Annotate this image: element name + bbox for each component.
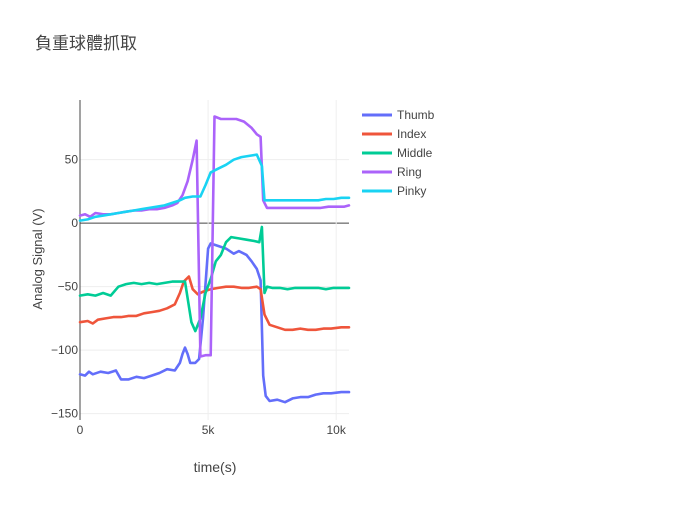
series-line-thumb[interactable] [78, 242, 351, 404]
legend-item-middle[interactable]: Middle [362, 146, 433, 160]
axes: 50 0 −50 −100 −150 0 5k 10k [51, 153, 347, 437]
legend-label: Middle [397, 146, 433, 160]
legend-item-thumb[interactable]: Thumb [362, 108, 435, 122]
series-lines [78, 115, 351, 404]
legend-label: Ring [397, 165, 422, 179]
legend-label: Thumb [397, 108, 435, 122]
legend-item-pinky[interactable]: Pinky [362, 184, 426, 198]
legend: Thumb Index Middle Ring Pinky [362, 108, 435, 198]
legend-label: Pinky [397, 184, 426, 198]
chart-title: 負重球體抓取 [35, 34, 137, 53]
series-line-middle[interactable] [78, 225, 351, 333]
y-tick-label: −50 [58, 280, 79, 294]
y-axis-title: Analog Signal (V) [30, 208, 45, 309]
legend-label: Index [397, 127, 426, 141]
y-tick-label: 0 [71, 216, 78, 230]
series-line-pinky[interactable] [78, 153, 351, 222]
y-tick-label: 50 [65, 153, 79, 167]
legend-item-ring[interactable]: Ring [362, 165, 422, 179]
legend-item-index[interactable]: Index [362, 127, 426, 141]
x-axis-title: time(s) [194, 459, 237, 475]
x-tick-label: 5k [202, 423, 216, 437]
y-tick-label: −100 [51, 343, 78, 357]
x-tick-label: 0 [77, 423, 84, 437]
y-tick-label: −150 [51, 407, 78, 421]
x-tick-label: 10k [327, 423, 347, 437]
